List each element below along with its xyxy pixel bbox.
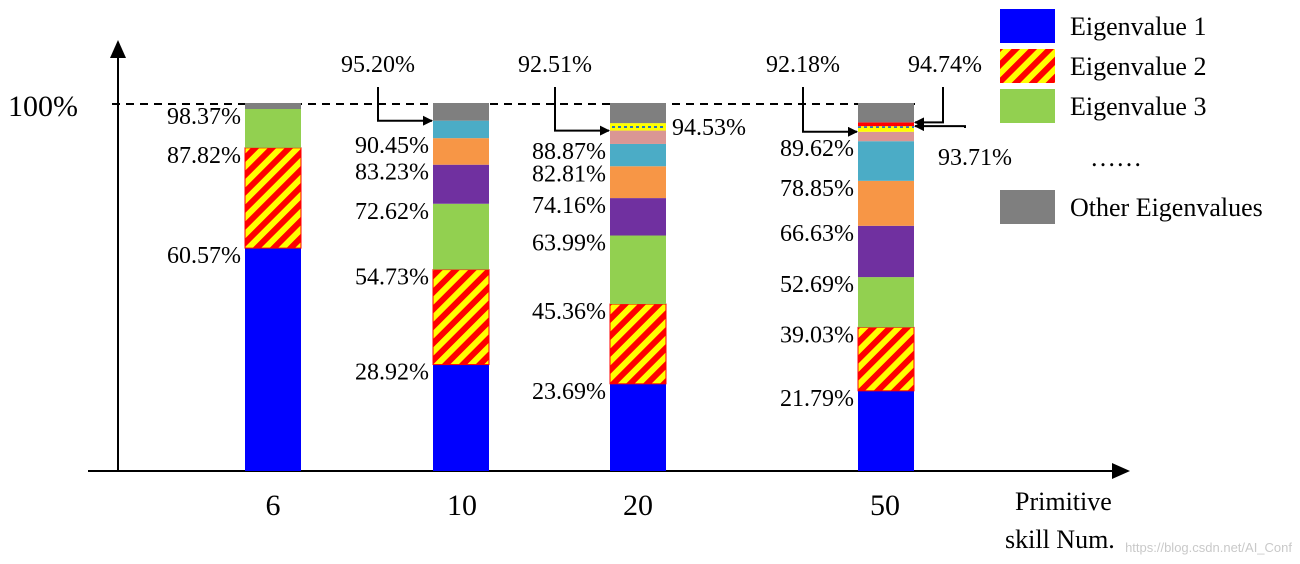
bar-20-label-6: 88.87% xyxy=(532,139,606,165)
x-tick-20: 20 xyxy=(623,489,653,522)
bar-50-label-5: 78.85% xyxy=(780,176,854,202)
x-tick-10: 10 xyxy=(447,489,477,522)
bar-10-segment-5 xyxy=(433,138,489,165)
bar-50-label-1: 21.79% xyxy=(780,386,854,412)
bar-10-label-3: 72.62% xyxy=(355,199,429,225)
bar-10-label-2: 54.73% xyxy=(355,265,429,291)
x-tick-6: 6 xyxy=(266,489,281,522)
bar-10-label-1: 28.92% xyxy=(355,360,429,386)
x-axis-label-line1: Primitive xyxy=(1015,487,1112,516)
bar-50-segment-4 xyxy=(858,225,914,278)
x-axis-arrow xyxy=(1112,463,1130,479)
x-tick-labels: 6 10 20 50 xyxy=(266,489,901,522)
bar-50-segment-9 xyxy=(858,122,914,127)
y-reference-label: 100% xyxy=(8,90,78,123)
bar-50-label-3: 52.69% xyxy=(780,272,854,298)
bar-20-label-3: 63.99% xyxy=(532,231,606,257)
bar-10-label-4: 83.23% xyxy=(355,160,429,186)
callout-20-2-text: 94.53% xyxy=(672,115,746,141)
bar-6-label-1: 60.57% xyxy=(167,243,241,269)
legend-swatch-1 xyxy=(1000,9,1055,43)
bar-50-segment-6 xyxy=(858,141,914,181)
callout-50-1-arrow xyxy=(802,87,858,137)
bar-50-label-6: 89.62% xyxy=(780,136,854,162)
bar-labels: 60.57% 87.82% 98.37% 28.92% 54.73% 72.62% 83.2… xyxy=(167,104,854,412)
bar-10-segment-2 xyxy=(432,269,490,366)
bar-50-label-2: 39.03% xyxy=(780,322,854,348)
legend-label-1: Eigenvalue 1 xyxy=(1070,12,1206,41)
bar-20-segment-2 xyxy=(609,303,667,385)
bar-50-segment-7 xyxy=(858,131,914,142)
bar-10-segment-7 xyxy=(433,103,489,121)
bar-20-segment-6 xyxy=(610,143,666,167)
watermark: https://blog.csdn.net/AI_Conf xyxy=(1125,540,1292,555)
bar-50-segment-3 xyxy=(858,277,914,328)
bar-20-segment-9 xyxy=(610,103,666,124)
bar-6-label-2: 87.82% xyxy=(167,143,241,169)
legend-swatch-2 xyxy=(1000,49,1055,83)
bar-50-label-4: 66.63% xyxy=(780,221,854,247)
bar-20-segment-5 xyxy=(610,166,666,199)
bar-10-segment-4 xyxy=(433,164,489,204)
legend: Eigenvalue 1 Eigenvalue 2 Eigenvalue 3 …… Ot… xyxy=(1000,9,1263,224)
legend-label-4: …… xyxy=(1090,143,1142,172)
bar-20-label-4: 74.16% xyxy=(532,193,606,219)
callout-50-3-text: 93.71% xyxy=(938,145,1012,171)
bar-6-segment-2 xyxy=(244,147,302,249)
bar-20-segment-8 xyxy=(610,123,666,131)
bar-50-segment-10 xyxy=(858,103,914,123)
y-axis-arrow xyxy=(110,40,126,58)
callout-50-1-text: 92.18% xyxy=(766,52,840,78)
legend-swatch-5 xyxy=(1000,190,1055,224)
bar-6-label-3: 98.37% xyxy=(167,104,241,130)
bars xyxy=(244,103,915,471)
callouts: 95.20% 92.51% 94.53% 92.18% 94.74% 93.71% xyxy=(341,52,1012,171)
legend-swatch-3 xyxy=(1000,89,1055,123)
callout-20-1-text: 92.51% xyxy=(518,52,592,78)
callout-20-1-arrow xyxy=(554,87,610,136)
legend-label-3: Eigenvalue 3 xyxy=(1070,92,1206,121)
bar-20-segment-3 xyxy=(610,235,666,305)
bar-10-segment-3 xyxy=(433,203,489,270)
bar-50-segment-8 xyxy=(858,126,914,132)
bar-50-segment-5 xyxy=(858,180,914,226)
bar-6-segment-4 xyxy=(245,103,301,109)
bar-20-segment-7 xyxy=(610,130,666,144)
bar-20-segment-1 xyxy=(610,383,666,471)
bar-10-label-5: 90.45% xyxy=(355,133,429,159)
bar-50-segment-2 xyxy=(857,326,915,392)
x-axis-label-line2: skill Num. xyxy=(1005,525,1115,554)
bar-20-label-2: 45.36% xyxy=(532,299,606,325)
bar-10-segment-6 xyxy=(433,120,489,139)
callout-50-3-arrow xyxy=(914,121,966,132)
bar-20-segment-4 xyxy=(610,198,666,236)
callout-50-2-arrow xyxy=(914,87,944,128)
callout-10-1-arrow xyxy=(377,87,433,126)
callout-10-1-text: 95.20% xyxy=(341,52,415,78)
legend-label-2: Eigenvalue 2 xyxy=(1070,52,1206,81)
x-tick-50: 50 xyxy=(870,489,900,522)
bar-10-segment-1 xyxy=(433,364,489,471)
bar-50-segment-1 xyxy=(858,390,914,471)
bar-6-segment-3 xyxy=(245,108,301,148)
bar-20-label-1: 23.69% xyxy=(532,379,606,405)
bar-20-label-5: 82.81% xyxy=(532,161,606,187)
callout-50-2-text: 94.74% xyxy=(908,52,982,78)
legend-label-5: Other Eigenvalues xyxy=(1070,193,1263,222)
bar-6-segment-1 xyxy=(245,248,301,471)
